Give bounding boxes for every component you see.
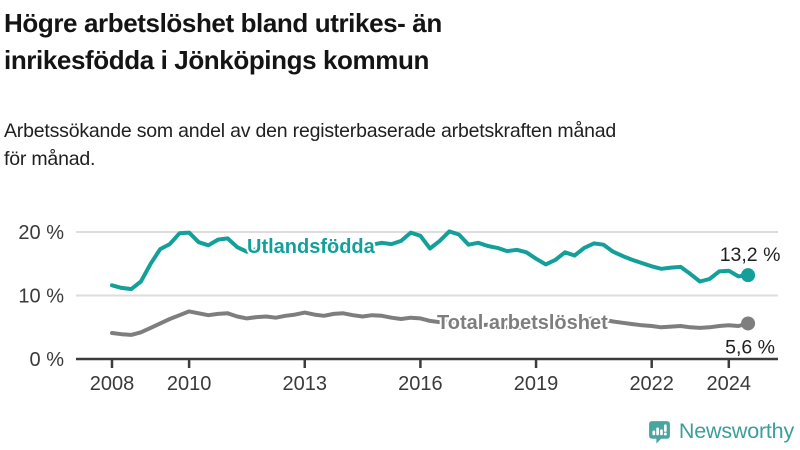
series-end-dot	[741, 268, 756, 283]
series-end-value: 5,6 %	[725, 336, 775, 358]
x-tick-label: 2024	[707, 373, 752, 395]
speech-bubble-shape	[648, 420, 670, 444]
newsworthy-brand-label: Newsworthy	[678, 418, 794, 443]
x-tick-label: 2019	[514, 373, 559, 395]
title-line-1: Högre arbetslöshet bland utrikes- än	[4, 8, 442, 38]
x-tick-label: 2013	[283, 373, 328, 395]
series-line-total	[110, 309, 751, 337]
page-title: Högre arbetslöshet bland utrikes- än inr…	[4, 5, 784, 79]
series-label: Utlandsfödda	[247, 236, 376, 258]
x-tick-label: 2022	[629, 373, 674, 395]
x-tick-label: 2008	[90, 373, 135, 395]
newsworthy-logo-icon	[648, 420, 670, 444]
y-tick-label: 10 %	[18, 286, 64, 308]
page-subtitle: Arbetssökande som andel av den registerb…	[4, 117, 794, 173]
subtitle-line-1: Arbetssökande som andel av den registerb…	[4, 120, 617, 142]
y-tick-label: 20 %	[18, 222, 64, 244]
x-tick-label: 2016	[398, 373, 443, 395]
y-tick-label: 0 %	[30, 349, 65, 371]
series-line-utlandsfodda	[110, 229, 751, 292]
series-end-value: 13,2 %	[720, 244, 781, 266]
series-label: Total arbetslöshet	[437, 312, 608, 334]
x-tick-label: 2010	[167, 373, 212, 395]
subtitle-line-2: för månad.	[4, 148, 96, 170]
series-end-dot	[741, 316, 756, 331]
newsworthy-brand-link[interactable]: Newsworthy	[647, 416, 794, 446]
title-line-2: inrikesfödda i Jönköpings kommun	[4, 45, 429, 75]
